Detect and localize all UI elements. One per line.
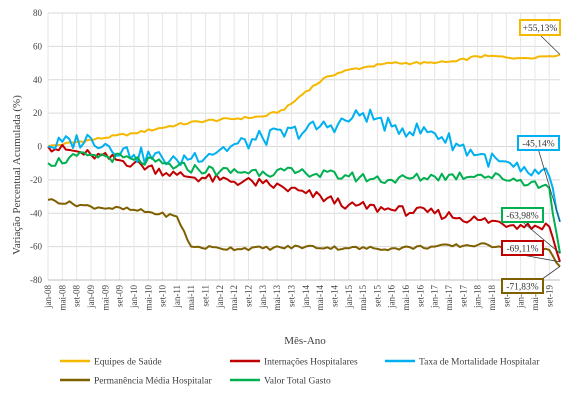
y-tick-label: -60	[30, 242, 42, 252]
x-tick-label: set-12	[244, 285, 254, 307]
y-tick-label: 20	[33, 108, 43, 118]
y-axis-title: Variação Percentual Acumulada (%)	[11, 95, 23, 255]
x-tick-label: jan-14	[301, 285, 311, 309]
x-tick-label: mai-16	[401, 285, 411, 311]
y-tick-labels: 80 60 40 20 0 -20 -40 -60 -80	[30, 8, 43, 285]
series-line	[47, 143, 561, 263]
y-tick-label: 0	[38, 142, 43, 152]
x-tick-label: mai-17	[444, 285, 454, 311]
annotation-label: -71,83%	[506, 283, 539, 293]
annotations: +55,13% -45,14% -63,98% -69,11% -71,83%	[501, 19, 561, 294]
x-tick-label: mai-09	[100, 285, 110, 311]
gridlines	[47, 12, 560, 281]
x-tick-label: mai-12	[229, 285, 239, 311]
legend-label: Permanência Média Hospitalar	[94, 377, 212, 387]
y-tick-label: -40	[30, 208, 42, 218]
x-tick-label: set-14	[329, 285, 339, 307]
x-tick-label: set-16	[415, 285, 425, 307]
x-tick-label: jan-09	[86, 285, 96, 309]
annotation-leader	[539, 34, 561, 55]
annotation-label: -45,14%	[522, 140, 555, 150]
annotation-box	[517, 135, 560, 151]
x-tick-label: set-18	[501, 285, 511, 307]
annotation-label: +55,13%	[523, 24, 558, 34]
x-tick-label: mai-15	[358, 285, 368, 311]
x-tick-label: set-15	[372, 285, 382, 307]
y-tick-label: 60	[33, 41, 43, 51]
series-lines	[47, 53, 561, 268]
annotation-label: -69,11%	[506, 245, 538, 255]
y-tick-label: 80	[33, 8, 43, 18]
x-tick-label: jan-19	[516, 285, 526, 309]
x-tick-label: jan-11	[172, 285, 182, 309]
x-tick-label: mai-14	[315, 285, 325, 311]
series-line	[47, 53, 561, 148]
legend-label: Valor Total Gasto	[264, 377, 331, 387]
x-tick-label: jan-16	[387, 285, 397, 309]
annotation-leader	[538, 149, 561, 222]
legend: Equipes de Saúde Internações Hospitalares…	[60, 358, 540, 387]
x-tick-label: set-17	[458, 285, 468, 307]
x-tick-label: jan-18	[473, 285, 483, 309]
x-tick-label: mai-11	[186, 285, 196, 310]
legend-label: Taxa de Mortalidade Hospitalar	[419, 358, 540, 368]
y-tick-label: -20	[30, 175, 42, 185]
annotation-box	[519, 19, 561, 36]
x-tick-labels: jan-08 mai-08 set-08 jan-09 mai-09 set-09 jan-…	[43, 285, 554, 311]
x-tick-label: mai-13	[272, 285, 282, 311]
x-tick-label: set-11	[201, 285, 211, 307]
annotation-box	[501, 240, 544, 256]
x-tick-label: jan-10	[129, 285, 139, 309]
annotation-leader	[522, 221, 561, 254]
legend-label: Equipes de Saúde	[94, 358, 162, 368]
series-line	[47, 108, 561, 223]
annotation-leader	[522, 254, 561, 263]
x-tick-label: jan-08	[43, 285, 53, 309]
y-tick-label: 40	[33, 75, 43, 85]
x-tick-label: set-08	[72, 285, 82, 307]
x-tick-label: set-19	[544, 285, 554, 307]
x-tick-label: set-09	[115, 285, 125, 307]
x-tick-label: set-13	[286, 285, 296, 307]
x-tick-label: mai-18	[487, 285, 497, 311]
x-tick-label: jan-15	[344, 285, 354, 309]
annotation-label: -63,98%	[506, 212, 539, 222]
series-line	[47, 198, 561, 268]
legend-label: Internações Hospitalares	[264, 358, 358, 368]
series-line	[47, 151, 561, 254]
x-tick-label: jan-12	[215, 285, 225, 309]
annotation-box	[501, 278, 544, 294]
x-tick-label: mai-19	[530, 285, 540, 311]
x-tick-label: jan-17	[430, 285, 440, 309]
x-tick-label: mai-08	[57, 285, 67, 311]
x-axis-title: Mês-Ano	[284, 335, 326, 347]
x-tick-label: jan-13	[258, 285, 268, 309]
annotation-box	[501, 207, 544, 223]
x-tick-label: set-10	[158, 285, 168, 307]
x-tick-label: mai-10	[143, 285, 153, 311]
y-tick-label: -80	[30, 275, 42, 285]
